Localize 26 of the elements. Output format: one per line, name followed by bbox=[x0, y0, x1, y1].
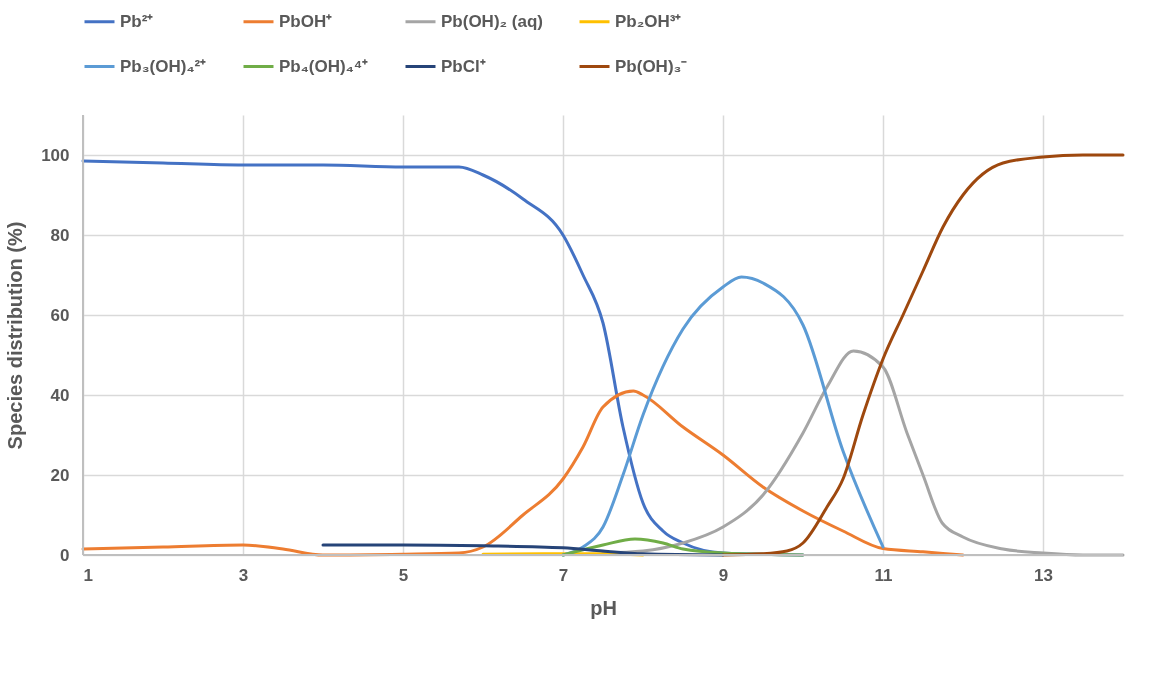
line-series bbox=[81, 389, 965, 557]
legend-label: Pb²⁺ bbox=[120, 11, 154, 31]
y-tick-label: 80 bbox=[50, 225, 70, 245]
legend-label: Pb(OH)₂ (aq) bbox=[441, 11, 543, 31]
y-axis-title: Species distribution (%) bbox=[4, 221, 27, 450]
x-tick-label: 5 bbox=[398, 565, 409, 585]
legend-label: Pb₂OH³⁺ bbox=[615, 11, 682, 31]
y-tick-label: 100 bbox=[41, 145, 70, 165]
x-tick-label: 3 bbox=[238, 565, 249, 585]
x-tick-label: 11 bbox=[874, 565, 893, 585]
line-series bbox=[321, 543, 725, 557]
y-tick-label: 60 bbox=[50, 305, 70, 325]
legend-label: Pb₄(OH)₄⁴⁺ bbox=[279, 56, 369, 76]
x-axis-title: pH bbox=[590, 596, 617, 619]
y-tick-label: 0 bbox=[60, 545, 70, 565]
x-tick-label: 13 bbox=[1034, 565, 1053, 585]
legend-label: PbCl⁺ bbox=[441, 56, 486, 76]
y-tick-label: 40 bbox=[50, 385, 70, 405]
y-tick-label: 20 bbox=[50, 465, 70, 485]
line-series bbox=[721, 153, 1125, 557]
legend-label: Pb(OH)₃⁻ bbox=[615, 56, 688, 76]
legend-label: Pb₃(OH)₄²⁺ bbox=[120, 56, 207, 76]
x-tick-label: 7 bbox=[558, 565, 569, 585]
legend-label: PbOH⁺ bbox=[279, 11, 333, 31]
x-tick-label: 9 bbox=[718, 565, 729, 585]
x-tick-label: 1 bbox=[83, 565, 93, 585]
